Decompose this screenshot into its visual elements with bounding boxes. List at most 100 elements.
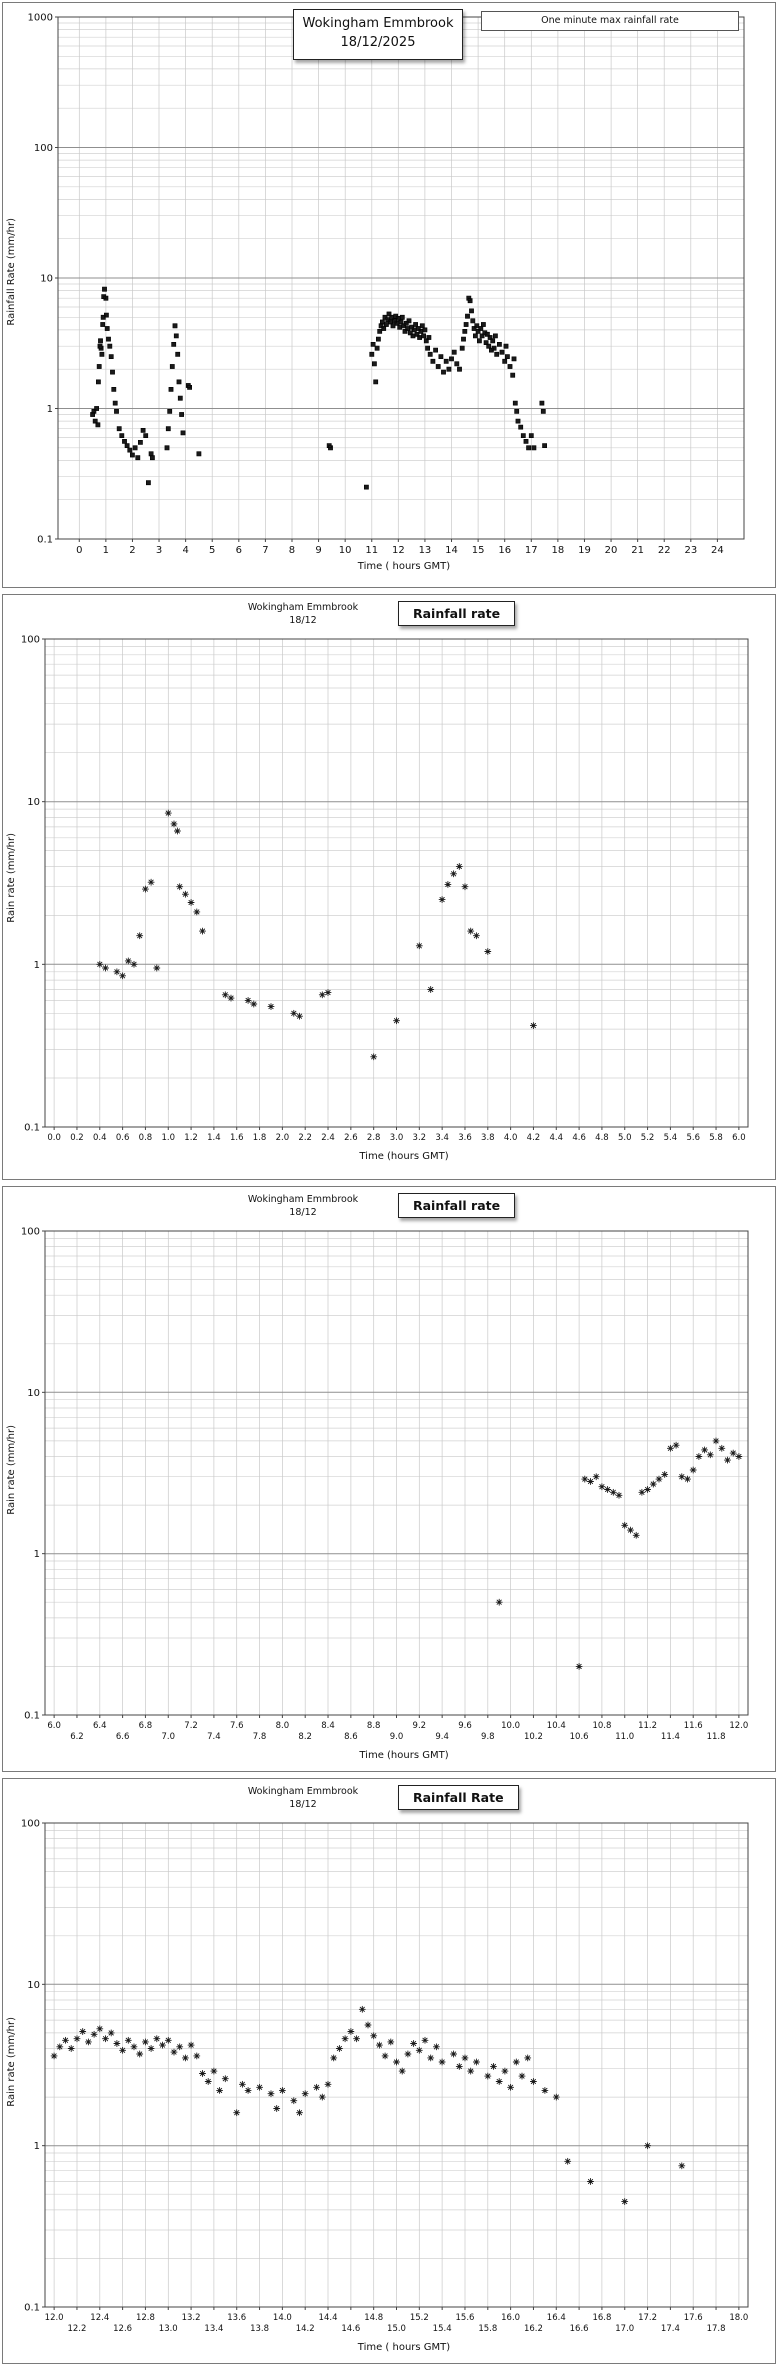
svg-text:4.2: 4.2 <box>527 1133 541 1143</box>
svg-text:11.0: 11.0 <box>615 1732 634 1742</box>
svg-text:5.0: 5.0 <box>618 1133 632 1143</box>
svg-text:17.4: 17.4 <box>661 2324 680 2334</box>
svg-text:10.4: 10.4 <box>547 1721 566 1731</box>
svg-text:10: 10 <box>40 274 53 285</box>
svg-text:0.1: 0.1 <box>24 1123 40 1134</box>
daily-max-scatter-chart: 0 1 2 3 4 5 6 7 8 9 10 11 12 13 14 15 16 17 18 19 20 21 22 23 24… <box>28 13 745 556</box>
svg-text:21: 21 <box>631 545 644 556</box>
svg-text:7.2: 7.2 <box>184 1721 198 1731</box>
svg-text:2.0: 2.0 <box>276 1133 290 1143</box>
svg-text:0.4: 0.4 <box>93 1133 107 1143</box>
svg-text:6.8: 6.8 <box>139 1721 153 1731</box>
svg-text:0.6: 0.6 <box>116 1133 130 1143</box>
svg-text:12: 12 <box>392 545 405 556</box>
chart-title: Wokingham Emmbrook <box>302 16 454 31</box>
svg-text:12.0: 12.0 <box>729 1721 748 1731</box>
svg-text:13.4: 13.4 <box>204 2324 223 2334</box>
svg-text:5: 5 <box>209 545 215 556</box>
chart-station-title: Wokingham Emmbrook 18/12 <box>183 602 423 628</box>
chart-panel-6-12h: 6.0 6.2 6.4 6.6 6.8 7.0 7.2 7.4 7.6 7.8 8.0 8.2 8.4 8… <box>2 1186 776 1772</box>
svg-text:11.2: 11.2 <box>638 1721 657 1731</box>
svg-text:16.8: 16.8 <box>592 2313 611 2323</box>
svg-text:10.2: 10.2 <box>524 1732 543 1742</box>
svg-text:8.8: 8.8 <box>367 1721 381 1731</box>
svg-text:16.6: 16.6 <box>570 2324 589 2334</box>
svg-text:9.8: 9.8 <box>481 1732 495 1742</box>
y-axis-label: Rainfall Rate (mm/hr) <box>6 218 17 326</box>
svg-text:4.0: 4.0 <box>504 1133 518 1143</box>
svg-text:1: 1 <box>47 404 53 415</box>
svg-text:14.2: 14.2 <box>296 2324 315 2334</box>
svg-text:6.4: 6.4 <box>93 1721 107 1731</box>
x-axis-label: Time (hours GMT) <box>359 1750 449 1761</box>
svg-text:17.6: 17.6 <box>684 2313 703 2323</box>
svg-text:3.4: 3.4 <box>435 1133 449 1143</box>
svg-text:12.4: 12.4 <box>90 2313 109 2323</box>
svg-text:10: 10 <box>27 1980 40 1991</box>
svg-text:16.0: 16.0 <box>501 2313 520 2323</box>
svg-text:12.2: 12.2 <box>67 2324 86 2334</box>
svg-text:8.2: 8.2 <box>298 1732 312 1742</box>
svg-text:11.8: 11.8 <box>707 1732 726 1742</box>
svg-text:7.0: 7.0 <box>161 1732 175 1742</box>
svg-text:15.6: 15.6 <box>456 2313 475 2323</box>
svg-text:16.2: 16.2 <box>524 2324 543 2334</box>
chart-title-box: Rainfall Rate <box>398 1785 519 1810</box>
svg-text:11: 11 <box>365 545 378 556</box>
svg-text:18.0: 18.0 <box>729 2313 748 2323</box>
chart-subtitle: 18/12 <box>289 1798 317 1810</box>
y-axis-label: Rain rate (mm/hr) <box>6 1425 17 1515</box>
svg-text:19: 19 <box>578 545 591 556</box>
svg-text:6: 6 <box>236 545 242 556</box>
svg-text:9.6: 9.6 <box>458 1721 472 1731</box>
svg-text:17: 17 <box>525 545 538 556</box>
svg-text:10: 10 <box>339 545 352 556</box>
svg-text:6.0: 6.0 <box>47 1721 61 1731</box>
svg-text:8: 8 <box>289 545 295 556</box>
svg-text:0.1: 0.1 <box>24 1711 40 1722</box>
svg-text:1: 1 <box>34 960 40 971</box>
svg-text:7.4: 7.4 <box>207 1732 221 1742</box>
svg-text:2.6: 2.6 <box>344 1133 358 1143</box>
svg-text:10.8: 10.8 <box>592 1721 611 1731</box>
svg-text:7.8: 7.8 <box>253 1732 267 1742</box>
svg-text:2.8: 2.8 <box>367 1133 381 1143</box>
svg-text:1: 1 <box>103 545 109 556</box>
svg-text:5.8: 5.8 <box>709 1133 723 1143</box>
svg-text:0: 0 <box>76 545 82 556</box>
svg-text:13: 13 <box>419 545 432 556</box>
svg-text:4: 4 <box>182 545 188 556</box>
svg-text:100: 100 <box>21 635 40 646</box>
svg-text:8.4: 8.4 <box>321 1721 335 1731</box>
svg-text:10: 10 <box>27 1388 40 1399</box>
svg-text:8.0: 8.0 <box>276 1721 290 1731</box>
x-axis-label: Time (hours GMT) <box>359 1151 449 1162</box>
chart-panel-daily-max: 0 1 2 3 4 5 6 7 8 9 10 11 12 13 14 15 16 17 18 19 20 21 22 23 24… <box>2 2 776 588</box>
chart-title-box: Rainfall rate <box>398 601 516 626</box>
svg-text:5.4: 5.4 <box>664 1133 678 1143</box>
x-axis-label: Time ( hours GMT) <box>357 561 451 572</box>
svg-text:6.6: 6.6 <box>116 1732 130 1742</box>
svg-text:18: 18 <box>552 545 565 556</box>
svg-text:100: 100 <box>21 1819 40 1830</box>
x-axis-label: Time ( hours GMT) <box>357 2342 451 2353</box>
svg-text:16: 16 <box>498 545 511 556</box>
svg-text:5.2: 5.2 <box>641 1133 655 1143</box>
y-axis-label: Rain rate (mm/hr) <box>6 2017 17 2107</box>
svg-text:9: 9 <box>315 545 321 556</box>
svg-text:3.0: 3.0 <box>390 1133 404 1143</box>
rainfall-rate-scatter-chart-0-6h: 0.0 0.2 0.4 0.6 0.8 1.0 1.2 1.4 1.6 1.8 2.0 2.2 2.4 2… <box>21 635 749 1143</box>
svg-text:3.8: 3.8 <box>481 1133 495 1143</box>
chart-title-box: Rainfall rate <box>398 1193 516 1218</box>
chart-title-box: Wokingham Emmbrook 18/12/2025 <box>293 9 463 60</box>
legend-box: One minute max rainfall rate <box>481 11 739 31</box>
svg-text:10.0: 10.0 <box>501 1721 520 1731</box>
svg-text:4.6: 4.6 <box>572 1133 586 1143</box>
svg-text:12.0: 12.0 <box>45 2313 64 2323</box>
svg-text:1: 1 <box>34 2141 40 2152</box>
chart-title: Wokingham Emmbrook <box>247 1786 359 1797</box>
svg-text:12.6: 12.6 <box>113 2324 132 2334</box>
svg-text:14.4: 14.4 <box>319 2313 338 2323</box>
svg-text:17.0: 17.0 <box>615 2324 634 2334</box>
rainfall-rate-scatter-chart-12-18h: 12.012.2 12.4 12.6 12.8 13.0 13.213.4 13.6 13.8… <box>21 1819 749 2334</box>
